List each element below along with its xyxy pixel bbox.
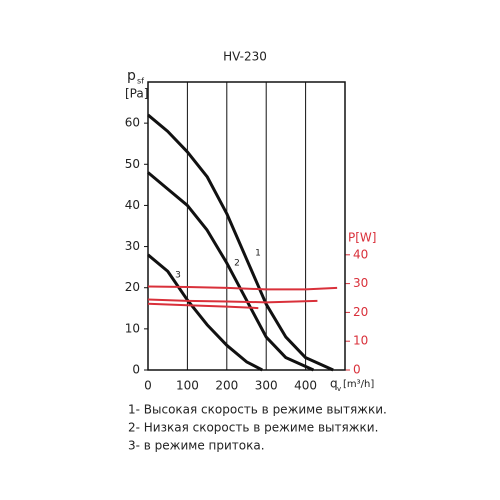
x-tick-label: 0	[144, 379, 152, 393]
y-tick-label: 40	[125, 198, 140, 212]
line-series	[147, 113, 334, 372]
y-label: p	[127, 68, 136, 84]
curve-label: 1	[255, 249, 261, 259]
y-tick-label: 30	[125, 239, 140, 253]
y2-tick-label: 0	[353, 363, 361, 377]
y-tick-label: 0	[132, 363, 140, 377]
note: 1- Высокая скорость в режиме вытяжки.	[128, 403, 387, 417]
y2-tick-label: 40	[353, 247, 368, 261]
y-label-sub: sf	[137, 77, 144, 86]
x-tick-label: 400	[294, 379, 317, 393]
note: 2- Низкая скорость в режиме вытяжки.	[128, 421, 378, 435]
line-series	[147, 298, 318, 304]
x-label-sub: v	[337, 385, 341, 393]
y-tick-label: 10	[125, 321, 140, 335]
y-tick-label: 20	[125, 280, 140, 294]
x-label: q	[330, 377, 338, 391]
curve-label: 2	[234, 259, 240, 269]
x-tick-label: 200	[215, 379, 238, 393]
y2-label: P[W]	[348, 231, 376, 245]
chart-title: HV-230	[223, 50, 267, 64]
x-tick-label: 300	[255, 379, 278, 393]
y-tick-label: 60	[125, 116, 140, 130]
line-series	[147, 171, 315, 372]
y2-tick-label: 30	[353, 276, 368, 290]
line-series	[147, 302, 259, 310]
line-series	[147, 253, 263, 372]
plot-frame	[147, 81, 346, 371]
x-unit: [m³/h]	[343, 379, 374, 390]
y2-tick-label: 20	[353, 305, 368, 319]
y-tick-label: 50	[125, 157, 140, 171]
y-unit: [Pa]	[125, 87, 148, 101]
y2-tick-label: 10	[353, 334, 368, 348]
note: 3- в режиме притока.	[128, 439, 265, 453]
x-tick-label: 100	[176, 379, 199, 393]
line-series	[147, 285, 338, 291]
curve-label: 3	[175, 271, 181, 281]
